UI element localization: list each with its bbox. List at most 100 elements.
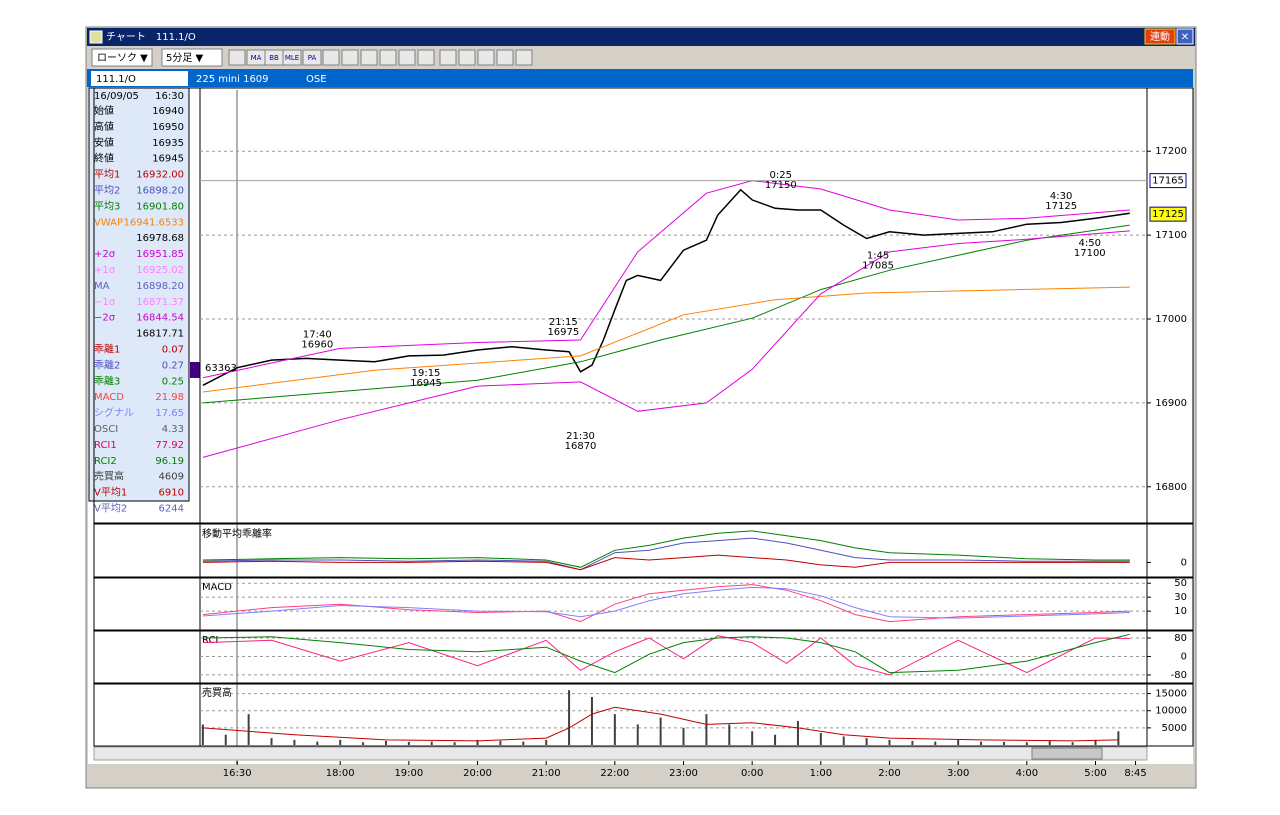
close-icon[interactable]: ✕ xyxy=(1181,32,1189,43)
panel-label: 乖離3 xyxy=(94,374,120,387)
info-bar xyxy=(87,69,1193,87)
panel-value: 16950 xyxy=(152,122,184,133)
panel-label: 乖離2 xyxy=(94,358,120,371)
tool-icon[interactable] xyxy=(417,49,435,66)
x-tick-label: 16:30 xyxy=(223,768,252,779)
tool-icon[interactable] xyxy=(282,49,302,66)
panel-value: 4.33 xyxy=(162,424,184,435)
annotation-time: 21:30 xyxy=(566,431,595,442)
x-tick-label: 5:00 xyxy=(1084,768,1106,779)
chart-type-select[interactable] xyxy=(91,48,153,67)
panel-label: +1σ xyxy=(94,265,116,276)
plot-frame xyxy=(93,576,1194,632)
marker-label: 63363 xyxy=(205,363,237,374)
interval-label[interactable]: 5分足 ▼ xyxy=(166,52,204,64)
annotation-price: 17150 xyxy=(765,180,797,191)
x-tick-label: 18:00 xyxy=(326,768,355,779)
subchart-title: RCI xyxy=(202,635,218,646)
tool-icon-label[interactable]: PA xyxy=(308,54,317,62)
panel-date: 16/09/05 xyxy=(94,91,139,102)
y-tick-label: 80 xyxy=(1174,633,1187,644)
tool-icon[interactable] xyxy=(515,49,533,66)
annotation-price: 17125 xyxy=(1045,201,1077,212)
tool-icon[interactable] xyxy=(302,49,322,66)
panel-label: 始値 xyxy=(94,104,114,117)
panel-label: シグナル xyxy=(94,406,134,419)
panel-value: 16941.6533 xyxy=(124,217,184,228)
title-bar xyxy=(87,28,1195,46)
plot-frame xyxy=(93,87,1194,524)
cursor-marker xyxy=(190,362,200,378)
tool-icon[interactable] xyxy=(360,49,378,66)
subchart-title: 移動平均乖離率 xyxy=(202,527,272,540)
panel-value: 21.98 xyxy=(155,392,184,403)
y-tick-label: 17100 xyxy=(1155,230,1187,241)
scroll-thumb[interactable] xyxy=(1031,747,1103,760)
interval-select[interactable] xyxy=(161,48,223,67)
panel-label: MACD xyxy=(94,392,124,403)
x-tick-label: 3:00 xyxy=(947,768,969,779)
tool-icon[interactable] xyxy=(379,49,397,66)
panel-label: 終値 xyxy=(94,152,114,165)
scrollbar[interactable] xyxy=(93,746,1148,761)
price-tag xyxy=(1149,206,1187,222)
annotation-price: 17085 xyxy=(862,261,894,272)
subchart-title: MACD xyxy=(202,582,232,593)
panel-value: 6244 xyxy=(159,504,184,515)
tool-icon-label[interactable]: MA xyxy=(251,54,262,62)
series-line xyxy=(202,188,1130,386)
tool-icon[interactable] xyxy=(496,49,514,66)
series-line xyxy=(202,633,1130,674)
link-button[interactable] xyxy=(1144,28,1176,45)
y-tick-label: 17200 xyxy=(1155,146,1187,157)
panel-value: 16871.37 xyxy=(136,297,184,308)
plot-frame xyxy=(93,523,1194,579)
panel-label: MA xyxy=(94,281,110,292)
tool-icon[interactable] xyxy=(398,49,416,66)
y-tick-label: 17000 xyxy=(1155,314,1187,325)
tool-icon[interactable] xyxy=(228,49,246,66)
tool-icon[interactable] xyxy=(439,49,457,66)
price-tag xyxy=(1149,173,1187,189)
panel-label: VWAP xyxy=(94,217,123,228)
chart-area xyxy=(88,88,1193,764)
panel-label: 平均2 xyxy=(94,185,120,197)
panel-value: 16898.20 xyxy=(136,281,184,292)
annotation-price: 16945 xyxy=(410,378,442,389)
tool-icon[interactable] xyxy=(322,49,340,66)
panel-value: 16932.00 xyxy=(136,170,184,181)
annotation-time: 1:45 xyxy=(867,251,889,262)
x-tick-label: 4:00 xyxy=(1016,768,1038,779)
tool-icon[interactable] xyxy=(341,49,359,66)
annotation-time: 4:30 xyxy=(1050,191,1072,202)
panel-label: 安値 xyxy=(94,136,114,149)
panel-label: 平均1 xyxy=(94,169,120,181)
series-line xyxy=(202,230,1130,458)
y-tick-label: 5000 xyxy=(1162,723,1187,734)
series-line xyxy=(202,586,1130,619)
panel-label: 高値 xyxy=(94,120,114,133)
y-tick-label: 0 xyxy=(1181,557,1187,568)
panel-label: −1σ xyxy=(94,297,116,308)
panel-label: 乖離1 xyxy=(94,343,120,356)
tool-icon-label[interactable]: BB xyxy=(269,54,279,62)
y-tick-label: 16900 xyxy=(1155,398,1187,409)
contract: 225 mini 1609 xyxy=(196,74,269,85)
panel-value: 16844.54 xyxy=(136,313,184,324)
x-tick-label: 8:45 xyxy=(1124,768,1146,779)
chart-type-label[interactable]: ローソク ▼ xyxy=(97,52,148,64)
close-button[interactable] xyxy=(1176,28,1194,45)
tool-icon-label[interactable]: MLE xyxy=(285,54,299,62)
tool-icon[interactable] xyxy=(477,49,495,66)
app-icon xyxy=(89,30,103,44)
code-box xyxy=(91,71,188,86)
series-line xyxy=(202,706,1119,742)
annotation-price: 16975 xyxy=(547,327,579,338)
link-button-label[interactable]: 連動 xyxy=(1150,30,1170,43)
panel-value: 0.27 xyxy=(162,360,184,371)
tool-icon[interactable] xyxy=(458,49,476,66)
plot-frame xyxy=(93,682,1194,747)
panel-label: RCI2 xyxy=(94,456,117,467)
info-panel xyxy=(88,87,190,502)
